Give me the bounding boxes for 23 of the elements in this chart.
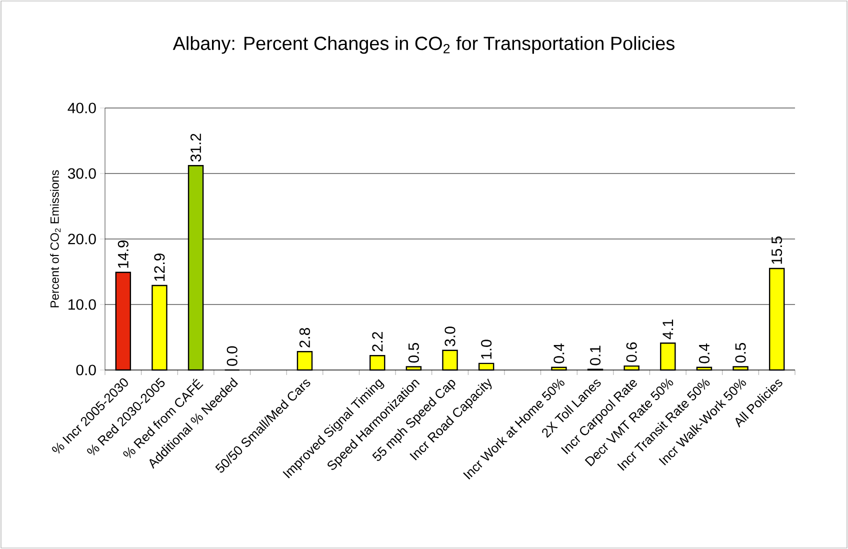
y-axis-title: Percent of CO$_{2}$ Emissions <box>50 170 61 308</box>
y-tick-label: 20.0 <box>68 234 96 244</box>
data-label: 0.5 <box>735 343 746 363</box>
data-label: 0.6 <box>626 342 637 362</box>
data-label: 2.8 <box>299 328 310 348</box>
y-tick-label: 10.0 <box>68 299 96 310</box>
y-tick-label: 40.0 <box>68 102 96 114</box>
data-label: 2.2 <box>372 332 383 352</box>
data-label: 4.1 <box>662 320 674 340</box>
y-tick-label: 0.0 <box>76 364 96 376</box>
data-label: 15.5 <box>772 236 782 264</box>
data-label: 3.0 <box>444 326 456 346</box>
data-label: 0.1 <box>590 346 601 366</box>
data-label: 0.4 <box>698 344 710 364</box>
data-label: 0.5 <box>408 343 419 363</box>
data-label: 14.9 <box>118 240 128 268</box>
data-label: 1.0 <box>481 340 492 359</box>
data-label: 0.0 <box>226 346 238 366</box>
data-label: 31.2 <box>190 134 202 162</box>
chart-title: Albany: Percent Changes in CO$_{2}$ for Transportation Policies <box>172 36 674 54</box>
y-tick-label: 30.0 <box>68 168 96 179</box>
data-label: 12.9 <box>154 254 165 281</box>
data-label: 0.4 <box>554 344 564 364</box>
